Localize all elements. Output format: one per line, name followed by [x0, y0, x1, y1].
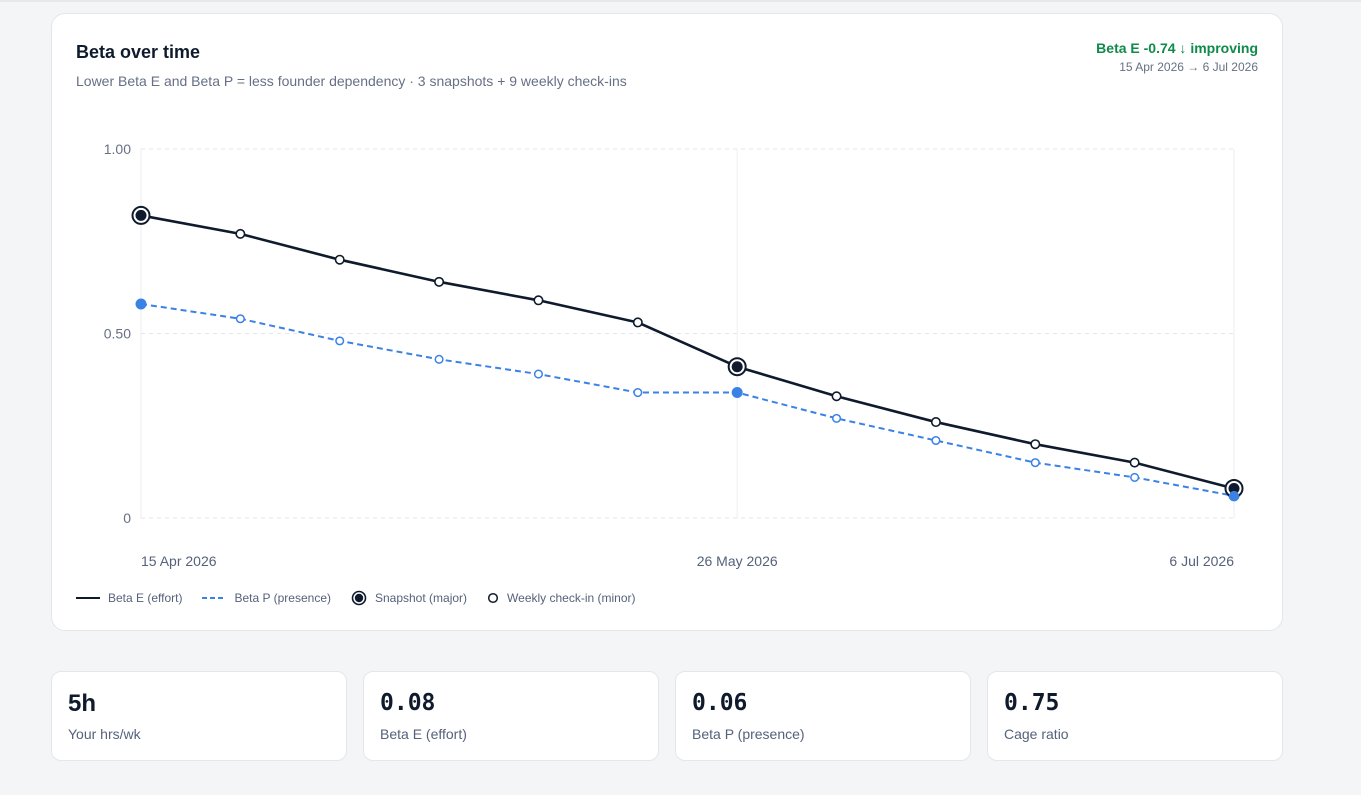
chart-title: Beta over time [76, 42, 201, 62]
beta-p-snapshot-point [1229, 490, 1239, 501]
beta-p-line [140, 302, 1235, 497]
weekly-marker-icon [487, 592, 499, 604]
x-tick-label: 15 Apr 2026 [141, 553, 217, 569]
beta-p-point [931, 435, 941, 446]
stat-card-beta-e: 0.08 Beta E (effort) [363, 671, 659, 761]
chart-legend: Beta E (effort) Beta P (presence) Snapsh… [76, 589, 656, 607]
beta-p-point [335, 336, 345, 346]
stat-value-beta-p: 0.06 [692, 690, 748, 716]
legend-label-beta-e: Beta E (effort) [108, 591, 183, 605]
y-tick-label: 1.00 [104, 141, 131, 157]
beta-p-snapshot-point [135, 298, 147, 310]
beta-e-snapshot-point [1228, 482, 1240, 494]
beta-e-point [1129, 457, 1140, 468]
snapshot-marker-icon [351, 590, 367, 606]
beta-chart-card: Beta over time Lower Beta E and Beta P =… [51, 13, 1283, 631]
stat-card-hours: 5h Your hrs/wk [51, 671, 347, 761]
stat-label-beta-p: Beta P (presence) [692, 726, 805, 742]
chart-subtitle: Lower Beta E and Beta P = less founder d… [76, 73, 627, 89]
y-tick-label: 0.50 [104, 326, 131, 342]
stat-label-hours: Your hrs/wk [68, 726, 141, 742]
beta-e-point [334, 254, 345, 265]
legend-item-beta-p: Beta P (presence) [202, 591, 331, 605]
legend-item-beta-e: Beta E (effort) [76, 591, 182, 605]
stat-label-beta-e: Beta E (effort) [380, 726, 467, 742]
stat-value-hours: 5h [68, 690, 97, 717]
legend-label-weekly: Weekly check-in (minor) [507, 591, 636, 605]
stat-value-beta-e: 0.08 [380, 690, 436, 716]
stat-card-cage-ratio: 0.75 Cage ratio [987, 671, 1283, 761]
beta-e-snapshot-point [135, 209, 147, 221]
legend-label-beta-p: Beta P (presence) [234, 591, 331, 605]
beta-p-snapshot-point [731, 387, 743, 399]
dashed-line-icon [202, 597, 227, 599]
stat-value-cage-ratio: 0.75 [1004, 690, 1060, 716]
beta-p-point [434, 354, 444, 364]
top-divider [0, 0, 1361, 2]
beta-p-point [633, 387, 643, 398]
beta-e-point [533, 295, 544, 306]
stat-card-beta-p: 0.06 Beta P (presence) [675, 671, 971, 761]
beta-e-point [831, 391, 842, 402]
legend-item-weekly: Weekly check-in (minor) [487, 591, 636, 605]
x-tick-label: 26 May 2026 [697, 553, 778, 569]
beta-p-point [235, 314, 245, 324]
beta-e-point [1030, 439, 1041, 450]
beta-e-point [632, 317, 643, 328]
beta-e-point [434, 276, 445, 287]
x-tick-label: 6 Jul 2026 [1169, 553, 1234, 569]
beta-e-snapshot-point [731, 361, 743, 373]
stat-label-cage-ratio: Cage ratio [1004, 726, 1069, 742]
beta-p-point [1130, 472, 1140, 482]
legend-item-snapshot: Snapshot (major) [351, 590, 467, 606]
solid-line-icon [76, 597, 100, 599]
beta-e-point [235, 228, 246, 239]
legend-label-snapshot: Snapshot (major) [374, 591, 468, 605]
beta-p-point [533, 369, 544, 379]
beta-e-delta-badge: Beta E -0.74 ↓ improving [1096, 40, 1258, 56]
beta-p-point [831, 413, 842, 423]
date-range: 15 Apr 2026 → 6 Jul 2026 [1119, 60, 1258, 74]
beta-line-chart: 1.00 0.50 0 15 Apr 2026 26 May 2026 6 Jul 202… [104, 141, 1244, 569]
beta-p-point [1030, 458, 1040, 468]
beta-e-line [140, 214, 1235, 490]
beta-e-point [930, 417, 941, 428]
y-tick-label: 0 [123, 510, 131, 526]
